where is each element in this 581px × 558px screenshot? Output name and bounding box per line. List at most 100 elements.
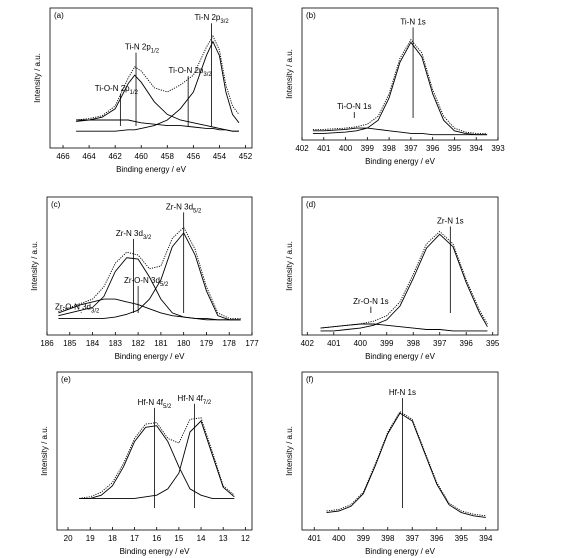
x-tick-label: 402: [301, 339, 315, 348]
spectrum-curve: [76, 35, 240, 121]
annotation: Ti-O-N 1s: [337, 102, 371, 111]
annotation: Hf-N 4f5/2: [138, 398, 172, 409]
annotation-text: Hf-N 4f: [178, 394, 204, 403]
x-tick-label: 399: [380, 339, 394, 348]
annotation-sub: 5/2: [160, 282, 169, 288]
y-axis-label: Intensity / a.u.: [285, 426, 294, 476]
x-axis-label: Binding energy / eV: [365, 352, 435, 361]
x-tick-label: 13: [219, 534, 228, 543]
annotation-text: Zr-N 1s: [437, 217, 464, 226]
annotation: Ti-N 1s: [400, 17, 425, 26]
annotation: Zr-O-N 3d5/2: [124, 276, 169, 287]
spectrum-curve: [76, 119, 239, 132]
annotation-sub: 3/2: [203, 72, 212, 78]
annotation: Zr-N 3d3/2: [116, 229, 152, 240]
x-tick-label: 20: [64, 534, 73, 543]
y-axis-label: Intensity / a.u.: [33, 53, 42, 103]
y-axis-label: Intensity / a.u.: [285, 49, 294, 99]
plot-frame: [301, 196, 499, 336]
panel-label: (a): [54, 11, 64, 20]
spectrum-curve: [326, 412, 486, 518]
x-tick-label: 182: [131, 339, 145, 348]
x-tick-label: 464: [82, 152, 96, 161]
x-tick-label: 462: [108, 152, 122, 161]
annotation-text: Zr-O-N 1s: [353, 297, 389, 306]
spectrum-curve: [76, 40, 240, 132]
spectrum-curve: [326, 410, 486, 517]
spectrum-curve: [79, 417, 235, 499]
annotation-text: Zr-O-N 3d: [124, 276, 160, 285]
spectrum-curve: [320, 323, 488, 332]
x-axis-label: Binding energy / eV: [116, 165, 186, 174]
x-tick-label: 394: [479, 534, 493, 543]
annotation-text: Hf-N 4f: [138, 398, 164, 407]
x-axis-label: Binding energy / eV: [365, 157, 435, 166]
annotation-text: Ti-N 2p: [125, 43, 151, 52]
x-tick-label: 14: [197, 534, 206, 543]
annotation: Ti-N 2p3/2: [194, 13, 229, 24]
annotation-sub: 1/2: [151, 48, 160, 54]
annotation-sub: 1/2: [130, 89, 139, 95]
x-tick-label: 397: [433, 339, 447, 348]
annotation: Zr-O-N 3d3/2: [55, 302, 100, 313]
annotation-sub: 5/2: [163, 403, 172, 409]
panel-label: (d): [306, 200, 316, 209]
annotation-text: Hf-N 1s: [389, 388, 416, 397]
spectrum-curve: [312, 41, 488, 136]
plot-frame: [56, 371, 253, 531]
annotation: Ti-O-N 2p3/2: [169, 66, 213, 77]
x-tick-label: 400: [332, 534, 346, 543]
spectrum-curve: [76, 74, 239, 132]
x-tick-label: 466: [56, 152, 70, 161]
x-axis-label: Binding energy / eV: [120, 547, 190, 556]
spectrum-curve: [320, 233, 488, 332]
annotation-text: Zr-O-N 3d: [55, 302, 91, 311]
annotation: Zr-N 3d5/2: [166, 202, 202, 213]
x-tick-label: 396: [426, 144, 440, 153]
x-tick-label: 395: [448, 144, 462, 153]
annotation-text: Ti-N 2p: [194, 13, 220, 22]
annotation-sub: 7/2: [203, 399, 212, 405]
x-tick-label: 16: [152, 534, 161, 543]
x-tick-label: 454: [213, 152, 227, 161]
spectrum-curve: [58, 257, 241, 321]
x-tick-label: 177: [245, 339, 259, 348]
panel-label: (e): [61, 375, 71, 384]
annotation-sub: 3/2: [143, 234, 152, 240]
x-tick-label: 185: [63, 339, 77, 348]
x-tick-label: 460: [135, 152, 149, 161]
x-tick-label: 395: [486, 339, 500, 348]
annotation-text: Ti-O-N 2p: [169, 66, 204, 75]
x-axis-label: Binding energy / eV: [115, 352, 185, 361]
spectrum-curve: [79, 420, 235, 499]
spectrum-curve: [79, 425, 235, 499]
annotation-text: Ti-N 1s: [400, 17, 425, 26]
spectrum-curve: [58, 298, 241, 321]
annotation-text: Ti-O-N 2p: [95, 84, 130, 93]
x-tick-label: 402: [295, 144, 309, 153]
panel-label: (b): [306, 11, 316, 20]
x-tick-label: 452: [239, 152, 253, 161]
plot-frame: [49, 7, 253, 149]
x-tick-label: 183: [109, 339, 123, 348]
x-tick-label: 394: [470, 144, 484, 153]
x-tick-label: 179: [200, 339, 214, 348]
annotation: Zr-O-N 1s: [353, 297, 389, 306]
spectrum-curve: [312, 38, 488, 134]
x-tick-label: 401: [308, 534, 322, 543]
annotation: Ti-O-N 2p1/2: [95, 84, 139, 95]
panel-label: (c): [51, 200, 61, 209]
x-tick-label: 401: [317, 144, 331, 153]
plot-frame: [46, 196, 253, 336]
x-tick-label: 15: [174, 534, 183, 543]
x-tick-label: 12: [241, 534, 250, 543]
x-tick-label: 18: [108, 534, 117, 543]
y-axis-label: Intensity / a.u.: [40, 426, 49, 476]
plot-frame: [301, 7, 499, 141]
x-tick-label: 458: [161, 152, 175, 161]
annotation-sub: 3/2: [220, 19, 229, 25]
annotation: Zr-N 1s: [437, 217, 464, 226]
annotation: Hf-N 1s: [389, 388, 416, 397]
x-tick-label: 400: [339, 144, 353, 153]
